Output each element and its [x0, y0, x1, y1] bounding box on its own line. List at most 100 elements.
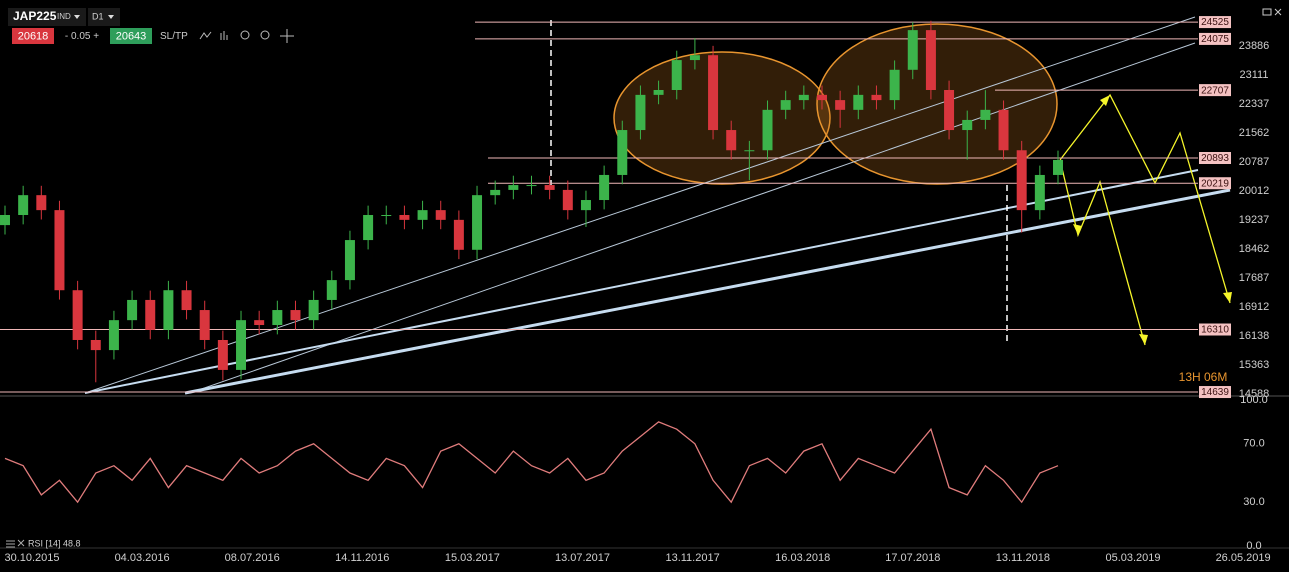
candle-body — [889, 69, 900, 101]
y-tick-label: 18462 — [1239, 243, 1270, 255]
projection-arrow — [1059, 159, 1146, 346]
candle-body — [925, 30, 936, 91]
marks: 23886 23111 22337 21562 20787 20012 19237 18462… — [0, 16, 1271, 564]
candle-body — [217, 339, 228, 370]
zoom-out-icon[interactable] — [240, 30, 250, 40]
y-tick-label: 22337 — [1239, 98, 1270, 110]
candle-body — [599, 174, 610, 201]
ellipse — [613, 51, 831, 185]
trend-line — [84, 169, 1199, 394]
buy-button[interactable] — [110, 28, 152, 44]
ask-price: 20643 — [116, 30, 147, 42]
y-tick-label: 16912 — [1239, 301, 1270, 313]
candle-body — [290, 310, 301, 321]
candle-body — [0, 214, 10, 226]
candle-body — [580, 200, 591, 211]
candle-body — [344, 240, 355, 281]
candle-body — [853, 94, 864, 110]
y-tick-label: 17687 — [1239, 272, 1270, 284]
level-label: 16310 — [1201, 325, 1229, 336]
y-tick-label: 20012 — [1239, 185, 1270, 197]
bid-price: 20618 — [18, 30, 49, 42]
x-tick-label: 16.03.2018 — [775, 552, 830, 564]
zoom-in-icon[interactable] — [260, 30, 270, 40]
candle-body — [236, 320, 247, 370]
candle-body — [762, 109, 773, 151]
candle-body — [326, 280, 337, 300]
trend-line — [189, 42, 1196, 394]
candle-body — [526, 185, 537, 187]
candle-body — [108, 320, 119, 351]
candle-body — [1034, 174, 1045, 211]
level-label: 20893 — [1201, 153, 1229, 164]
y-tick-label: 30.0 — [1243, 496, 1264, 508]
candle-body — [508, 185, 519, 190]
arrow-head — [1139, 334, 1148, 345]
candle-body — [18, 195, 29, 215]
x-tick-label: 13.07.2017 — [555, 552, 610, 564]
candle-body — [363, 214, 374, 241]
candle-body — [980, 109, 991, 120]
menu-icon[interactable] — [6, 540, 15, 548]
level-box — [1199, 386, 1231, 399]
candle-body — [308, 299, 319, 321]
candle-body — [36, 195, 47, 211]
candle-body — [635, 94, 646, 131]
maximize-icon[interactable] — [1262, 8, 1272, 16]
level-box — [1199, 152, 1231, 164]
candle-body — [780, 100, 791, 110]
candle-body — [90, 339, 101, 351]
level-label: 14639 — [1201, 387, 1229, 398]
x-tick-label: 26.05.2019 — [1216, 552, 1271, 564]
candle-body — [145, 299, 156, 330]
arrow-head — [1100, 95, 1110, 106]
sltp-button[interactable]: SL/TP — [160, 31, 188, 42]
bars-icon[interactable] — [220, 31, 228, 40]
close-icon[interactable] — [1274, 8, 1282, 16]
dropdown-icon — [108, 15, 114, 19]
y-tick-label: 0.0 — [1246, 540, 1261, 552]
x-tick-label: 15.03.2017 — [445, 552, 500, 564]
level-box — [1199, 84, 1231, 97]
sell-button[interactable] — [12, 28, 54, 44]
dropdown-icon — [74, 15, 80, 19]
candle-body — [544, 185, 555, 190]
line-icon[interactable] — [199, 31, 212, 40]
x-tick-label: 14.11.2016 — [335, 552, 389, 564]
y-tick-label: 19237 — [1239, 214, 1270, 226]
symbol-box[interactable] — [8, 8, 86, 26]
x-tick-label: 13.11.2018 — [996, 552, 1050, 564]
candle-body — [562, 189, 573, 211]
level-box — [1199, 323, 1231, 336]
candle-body — [399, 214, 410, 220]
candle-body — [689, 55, 700, 61]
candle-body — [272, 310, 283, 326]
candle-body — [871, 94, 882, 101]
candle-body — [199, 310, 210, 340]
close-indicator-icon[interactable] — [17, 539, 25, 547]
y-tick-label: 21562 — [1239, 127, 1270, 139]
candle-body — [671, 60, 682, 91]
candle-body — [1016, 150, 1027, 211]
candle-body — [617, 130, 628, 175]
candle-body — [708, 55, 719, 131]
timeframe-box[interactable] — [88, 8, 120, 26]
rsi-line — [4, 421, 1059, 504]
candle-body — [127, 299, 138, 321]
candle-body — [726, 130, 737, 151]
candle-body — [453, 219, 464, 250]
level-label: 24075 — [1201, 34, 1229, 45]
candle-body — [816, 94, 827, 101]
x-tick-label: 05.03.2019 — [1105, 552, 1160, 564]
x-tick-label: 13.11.2017 — [665, 552, 719, 564]
y-tick-label: 16138 — [1239, 330, 1270, 342]
y-tick-label: 23886 — [1239, 40, 1270, 52]
level-box — [1199, 16, 1231, 29]
y-tick-label: 15363 — [1239, 359, 1270, 371]
crosshair-icon[interactable] — [280, 29, 294, 43]
candle-body — [490, 189, 501, 196]
candle-body — [653, 90, 664, 95]
candle-body — [181, 290, 192, 311]
candle-body — [998, 109, 1009, 151]
